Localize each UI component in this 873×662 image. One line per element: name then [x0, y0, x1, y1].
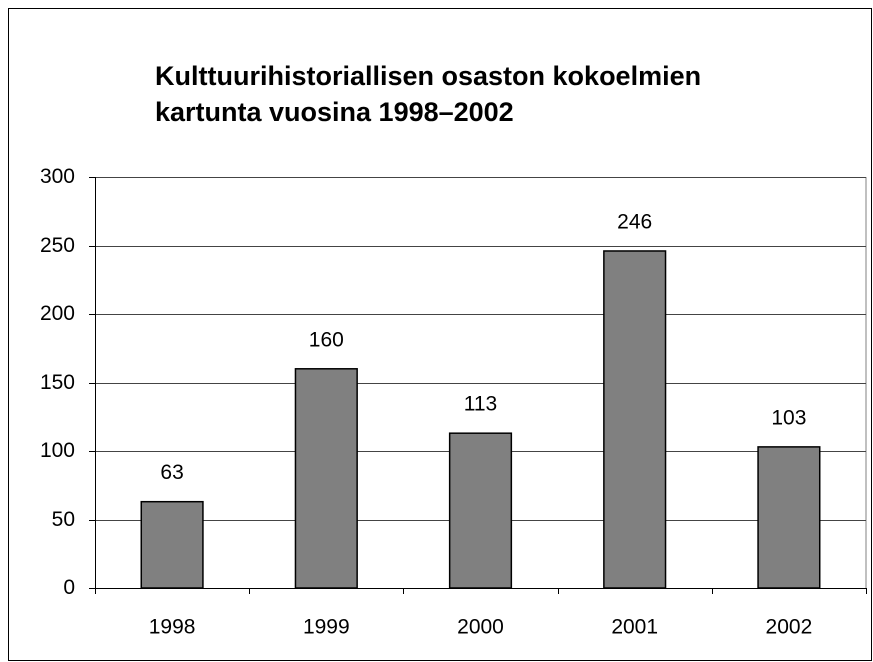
x-tick-label: 1998 [149, 616, 196, 639]
data-label: 103 [771, 406, 806, 429]
y-tick-label: 0 [63, 576, 75, 599]
data-label: 63 [160, 461, 183, 484]
x-tick-label: 2002 [766, 616, 813, 639]
bar [757, 446, 821, 589]
bar [603, 250, 667, 589]
x-tick-label: 2001 [611, 616, 658, 639]
bar [448, 432, 513, 589]
x-tick-label: 2000 [457, 616, 504, 639]
data-label: 113 [464, 393, 497, 416]
data-label: 246 [617, 211, 652, 234]
y-tick-label: 300 [40, 165, 75, 188]
bar [140, 500, 204, 589]
y-tick-label: 200 [40, 302, 75, 325]
y-tick-label: 250 [40, 234, 75, 257]
y-tick-label: 150 [40, 371, 75, 394]
data-label: 160 [309, 328, 344, 351]
x-tick-label: 1999 [303, 616, 350, 639]
y-tick-label: 100 [40, 439, 75, 462]
chart-border [8, 8, 872, 661]
y-tick-label: 50 [52, 508, 75, 531]
chart-title: Kulttuurihistoriallisen osaston kokoelmi… [155, 61, 702, 127]
bar [294, 368, 358, 589]
